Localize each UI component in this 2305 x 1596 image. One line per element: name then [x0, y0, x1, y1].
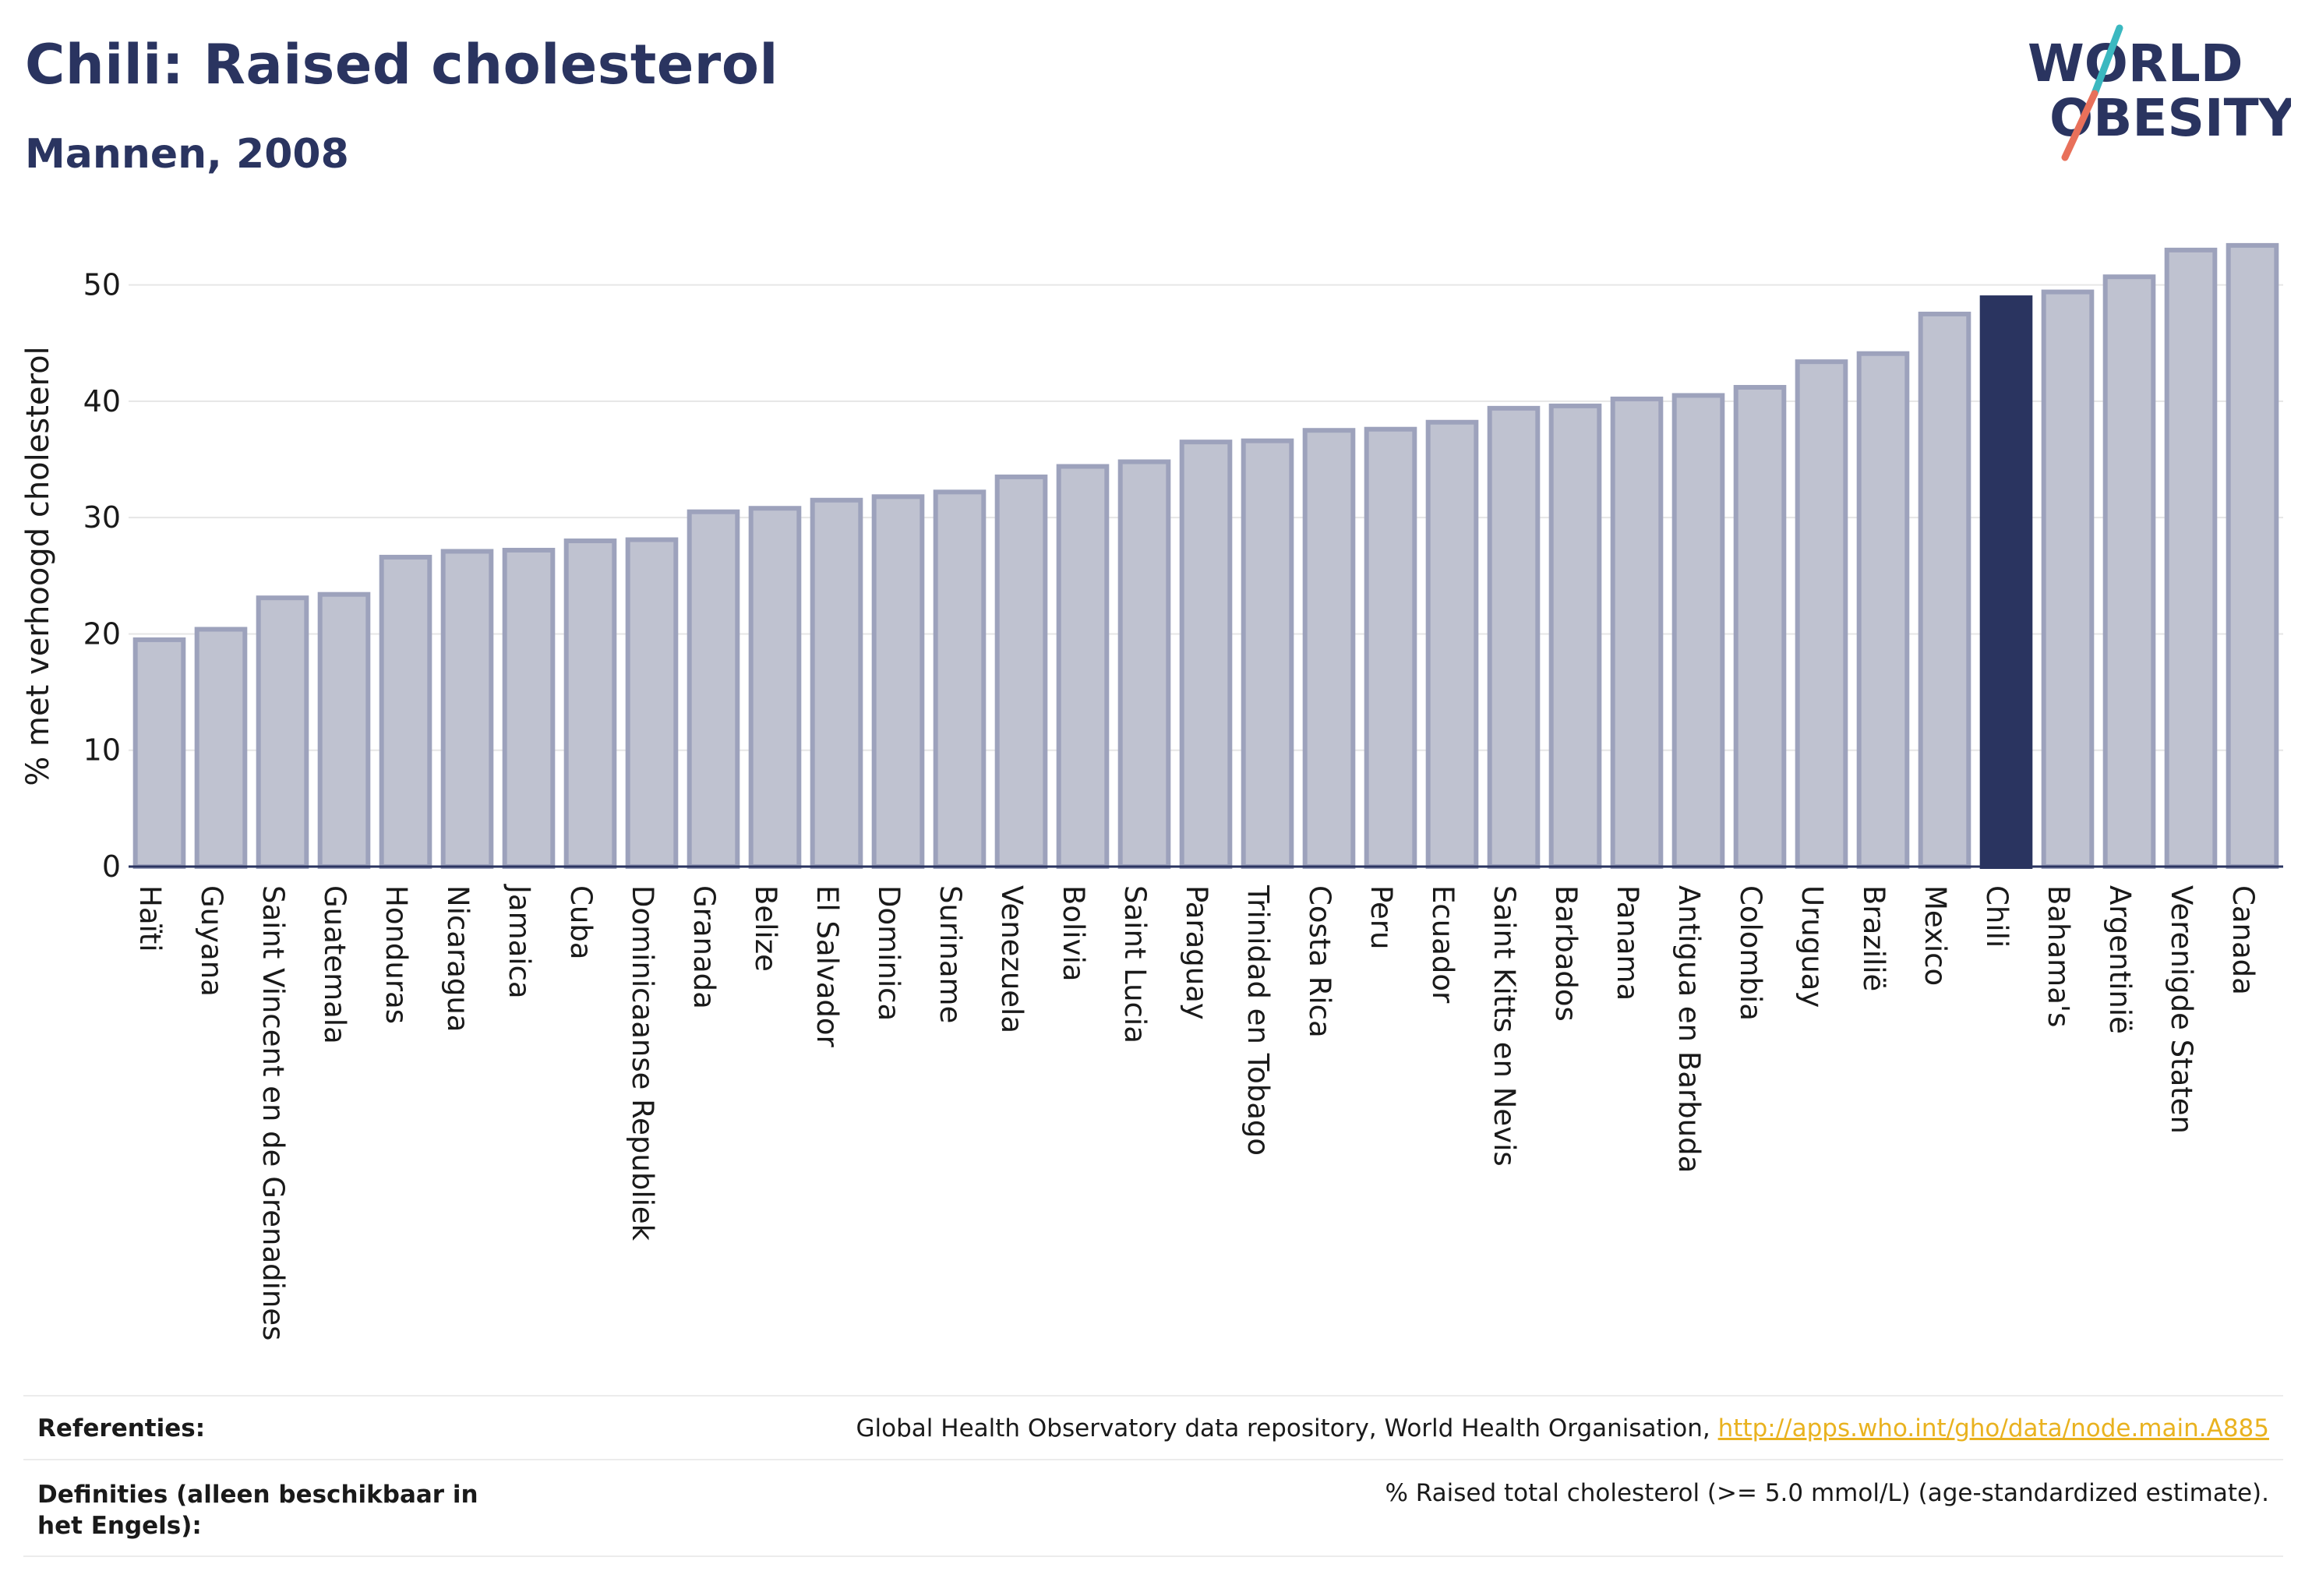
x-tick-label: Brazilië: [1857, 885, 1890, 991]
x-tick-label: Verenigde Staten: [2165, 885, 2198, 1134]
bar-saint-kitts-en-nevis: [1487, 405, 1541, 869]
x-tick-label: Venezuela: [995, 885, 1029, 1033]
bar-panama: [1610, 396, 1664, 869]
y-axis-label: % met verhoogd cholesterol: [20, 346, 56, 786]
x-tick-label: Canada: [2226, 885, 2260, 995]
references-text: Global Health Observatory data repositor…: [856, 1414, 1718, 1442]
definitions-label: Definities (alleen beschikbaar in het En…: [37, 1481, 478, 1540]
bar-nicaragua: [440, 549, 494, 869]
y-tick-label: 20: [83, 616, 121, 651]
bar-suriname: [933, 489, 987, 869]
logo-slash-teal: [2091, 24, 2123, 97]
bar-trinidad-en-tobago: [1241, 438, 1294, 869]
x-tick-label: Uruguay: [1795, 885, 1829, 1008]
x-tick-label: Dominica: [872, 885, 905, 1021]
bar-verenigde-staten: [2164, 247, 2218, 869]
bar-chili: [1979, 295, 2033, 870]
bar-guatemala: [317, 591, 371, 870]
bar-dominicaanse-republiek: [625, 537, 679, 869]
y-tick-label: 10: [83, 733, 121, 768]
bar-antigua-en-barbuda: [1671, 393, 1725, 870]
bar-brazili-: [1856, 351, 1910, 869]
x-tick-label: Costa Rica: [1303, 885, 1336, 1038]
divider: [23, 1555, 2283, 1557]
x-tick-label: Barbados: [1549, 885, 1583, 1022]
logo-line-1: WORLD: [2028, 34, 2243, 94]
x-tick-label: Trinidad en Tobago: [1241, 885, 1275, 1156]
bar-cuba: [563, 538, 617, 869]
bar-costa-rica: [1302, 428, 1356, 869]
bar-uruguay: [1795, 359, 1848, 869]
bar-belize: [748, 506, 802, 869]
x-tick-label: Guatemala: [318, 885, 351, 1044]
x-tick-label: Saint Lucia: [1118, 885, 1152, 1043]
y-tick-label: 50: [83, 268, 121, 302]
x-tick-label: Ecuador: [1426, 885, 1460, 1004]
x-tick-label: Bolivia: [1057, 885, 1090, 981]
bar-guyana: [194, 627, 248, 869]
world-obesity-logo: WORLD OBESITY: [2028, 24, 2291, 161]
y-tick-label: 40: [83, 384, 121, 418]
bars: [132, 242, 2279, 870]
bar-canada: [2226, 242, 2279, 870]
x-tick-label: Paraguay: [1180, 885, 1213, 1020]
divider: [23, 1459, 2283, 1460]
x-tick-label: Suriname: [934, 885, 967, 1023]
bar-colombia: [1733, 384, 1787, 870]
bar-honduras: [379, 554, 432, 870]
bar-dominica: [871, 494, 925, 870]
x-tick-label: Argentinië: [2103, 885, 2137, 1034]
x-tick-label: Panama: [1611, 885, 1644, 1001]
x-axis-labels: Haïti Guyana Saint Vincent en de Grenadine…: [133, 884, 2260, 1340]
bar-barbados: [1548, 403, 1602, 869]
x-tick-label: Dominicaanse Republiek: [626, 885, 659, 1241]
divider: [23, 1395, 2283, 1396]
bar-peru: [1364, 426, 1417, 869]
y-tick-label: 0: [102, 849, 121, 884]
y-tick-label: 30: [83, 500, 121, 535]
x-tick-label: Honduras: [379, 885, 413, 1024]
x-tick-label: Cuba: [564, 885, 598, 959]
bar-saint-lucia: [1117, 459, 1171, 869]
references-link[interactable]: http://apps.who.int/gho/data/node.main.A…: [1717, 1414, 2269, 1442]
x-tick-label: Peru: [1364, 885, 1398, 949]
x-tick-label: Antigua en Barbuda: [1672, 885, 1706, 1173]
references-label: Referenties:: [37, 1414, 206, 1442]
logo-slash-coral: [2061, 90, 2099, 161]
bar-jamaica: [502, 547, 556, 870]
bar-bahama-s: [2041, 289, 2095, 869]
x-tick-label: Nicaragua: [441, 885, 475, 1032]
x-tick-label: Belize: [749, 885, 782, 972]
x-tick-label: Saint Kitts en Nevis: [1488, 885, 1521, 1167]
y-axis-ticks: 0 10 20 30 40 50: [83, 268, 121, 884]
x-tick-label: Granada: [687, 885, 721, 1009]
x-tick-label: Colombia: [1734, 885, 1767, 1021]
bar-el-salvador: [810, 497, 863, 869]
bar-saint-vincent-en-de-grenadines: [256, 595, 309, 869]
x-tick-label: Chili: [1980, 885, 2014, 948]
definitions-text: % Raised total cholesterol (>= 5.0 mmol/…: [1385, 1479, 2269, 1507]
bar-bolivia: [1056, 464, 1110, 869]
bar-argentini-: [2102, 274, 2156, 870]
bar-paraguay: [1179, 440, 1233, 869]
bar-granada: [687, 509, 740, 870]
definitions-row: Definities (alleen beschikbaar in het En…: [23, 1479, 2283, 1549]
x-tick-label: Jamaica: [503, 884, 536, 999]
x-tick-label: Guyana: [195, 885, 228, 997]
references-value: Global Health Observatory data repositor…: [856, 1414, 2269, 1442]
x-tick-label: Saint Vincent en de Grenadines: [256, 885, 290, 1340]
bar-mexico: [1918, 311, 1971, 870]
x-tick-label: Mexico: [1918, 885, 1952, 986]
bar-ecuador: [1425, 419, 1479, 869]
x-tick-label: Haïti: [133, 885, 167, 952]
chart-title: Chili: Raised cholesterol: [25, 33, 778, 97]
x-tick-label: El Salvador: [810, 885, 844, 1048]
bar-venezuela: [994, 474, 1048, 869]
bar-chart: 0 10 20 30 40 50 Haïti Guyana Saint Vincent en …: [20, 242, 2283, 1340]
chart-subtitle: Mannen, 2008: [25, 131, 349, 178]
bar-ha-ti: [132, 637, 186, 869]
references-row: Referenties: Global Health Observatory d…: [23, 1414, 2283, 1453]
x-tick-label: Bahama's: [2042, 885, 2075, 1027]
